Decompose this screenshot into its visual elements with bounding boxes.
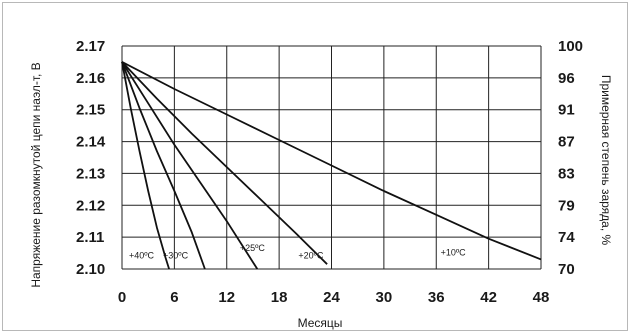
y2-tick-label-5: 91 (558, 102, 575, 119)
x-tick-label-1: 6 (170, 289, 178, 306)
y-tick-label-6: 2.16 (76, 70, 105, 87)
series-label-1: +30ºC (163, 250, 189, 260)
y-axis-title: Напряжение разомкнутой цепи наэл-т, В (29, 62, 43, 287)
y2-tick-label-2: 79 (558, 197, 575, 214)
y-tick-label-1: 2.11 (76, 229, 104, 246)
y2-tick-label-6: 96 (558, 70, 575, 87)
y2-tick-label-4: 87 (558, 134, 575, 151)
x-tick-label-6: 36 (428, 289, 445, 306)
series-line-0 (121, 61, 170, 270)
x-tick-label-5: 30 (376, 289, 393, 306)
x-tick-label-7: 42 (480, 289, 497, 306)
y2-tick-label-1: 74 (558, 229, 575, 246)
series-labels: +40ºC +30ºC +25ºC +20ºC +10ºC (129, 243, 466, 261)
y-axis-left: 2.10 2.11 2.12 2.13 2.14 2.15 2.16 2.17 (76, 38, 106, 278)
series-label-4: +10ºC (441, 247, 467, 257)
x-tick-label-8: 48 (533, 289, 550, 306)
chart-frame (2, 2, 628, 331)
x-axis: 0 6 12 18 24 30 36 42 48 (118, 289, 550, 306)
series-line-3 (121, 61, 328, 265)
series-line-4 (121, 61, 542, 261)
grid (121, 45, 542, 270)
y2-tick-label-3: 83 (558, 165, 575, 182)
series-curves (121, 61, 542, 270)
series-label-2: +25ºC (240, 243, 266, 253)
y-tick-label-3: 2.13 (76, 165, 105, 182)
y-tick-label-0: 2.10 (76, 261, 105, 278)
x-tick-label-0: 0 (118, 289, 126, 306)
series-label-0: +40ºC (129, 250, 155, 260)
series-line-2 (121, 61, 259, 270)
y-tick-label-4: 2.14 (76, 134, 106, 151)
y2-tick-label-0: 70 (558, 261, 575, 278)
x-axis-title: Месяцы (298, 316, 343, 330)
series-label-3: +20ºC (298, 250, 324, 260)
x-tick-label-2: 12 (218, 289, 235, 306)
y2-tick-label-7: 100 (558, 38, 583, 55)
series-line-1 (121, 61, 206, 270)
y-tick-label-7: 2.17 (76, 38, 105, 55)
y-axis-right: 70 74 79 83 87 91 96 100 (558, 38, 583, 278)
y-tick-label-5: 2.15 (76, 102, 105, 119)
y-tick-label-2: 2.12 (76, 197, 105, 214)
x-tick-label-4: 24 (323, 289, 340, 306)
x-tick-label-3: 18 (271, 289, 288, 306)
y2-axis-title: Примерная степень заряда, % (599, 75, 613, 246)
